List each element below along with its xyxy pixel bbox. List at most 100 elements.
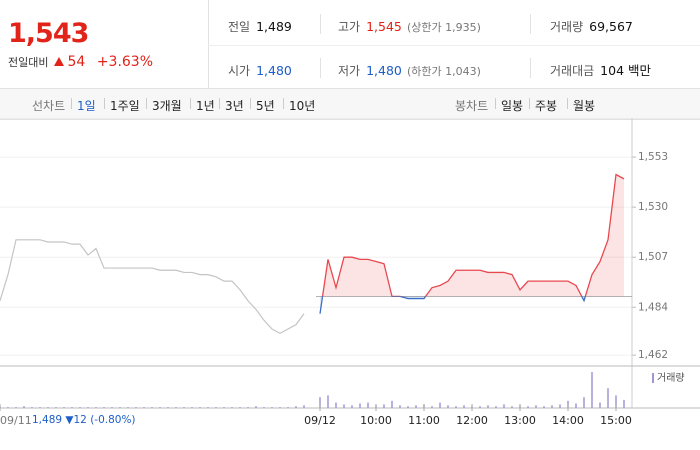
x-tick-label: 14:00: [552, 414, 584, 427]
volume-bar: [215, 407, 217, 408]
y-tick-label: 1,462: [638, 349, 668, 361]
volume-bar: [103, 407, 105, 408]
volume-bar: [479, 406, 481, 408]
volume-bar: [287, 407, 289, 408]
x-tick-label: 11:00: [408, 414, 440, 427]
volume-bar: [607, 388, 609, 408]
tab[interactable]: 주봉: [535, 99, 558, 113]
volume-bar: [15, 407, 17, 408]
stat-label: 전일: [228, 20, 251, 34]
volume-bar: [431, 406, 433, 408]
tab[interactable]: 1주일: [110, 99, 140, 113]
volume-bar: [591, 372, 593, 408]
volume-bar: [583, 397, 585, 408]
volume-bar: [175, 407, 177, 408]
divider: [530, 14, 531, 34]
prev-change-pct: (-0.80%): [90, 414, 136, 426]
volume-bar: [239, 407, 241, 408]
stat-label: 저가: [338, 64, 361, 78]
volume-bar: [383, 404, 385, 408]
volume-bar: [255, 406, 257, 408]
stat: 전일 1,489: [228, 16, 292, 35]
divider: [208, 0, 209, 88]
divider: [208, 45, 700, 46]
volume-bar: [455, 406, 457, 408]
tab[interactable]: 5년: [256, 99, 275, 113]
volume-bar: [199, 407, 201, 408]
stat-value: 104 백만: [600, 63, 652, 78]
volume-bar: [543, 406, 545, 408]
volume-bar: [223, 407, 225, 408]
volume-bar: [55, 407, 57, 408]
volume-bar: [495, 406, 497, 408]
x-tick-label: 13:00: [504, 414, 536, 427]
stat: 시가 1,480: [228, 60, 292, 79]
volume-bar: [415, 405, 417, 408]
stat: 고가 1,545 (상한가 1,935): [338, 16, 481, 35]
stat-value: 1,489: [256, 19, 292, 34]
change-pct: +3.63%: [96, 54, 154, 70]
stat-value: 1,480: [366, 63, 402, 78]
change-label: 전일대비: [8, 56, 49, 69]
volume-bar: [551, 405, 553, 408]
volume-bar: [527, 406, 529, 408]
volume-bar: [207, 407, 209, 408]
divider: [320, 58, 321, 78]
volume-bar: [351, 405, 353, 408]
tab[interactable]: 10년: [289, 99, 316, 113]
price-chart: 1,462 1,484 1,507 1,530 1,553 거래량 09/11 09/12 10…: [0, 118, 700, 427]
volume-bar: [71, 407, 73, 408]
volume-bar: [135, 407, 137, 408]
tab-separator: [104, 98, 105, 109]
tab[interactable]: 3개월: [152, 99, 182, 113]
volume-bar: [343, 404, 345, 408]
tab-separator: [71, 98, 72, 109]
tab[interactable]: 1년: [196, 99, 215, 113]
stat-label: 거래량: [550, 20, 584, 34]
stat: 거래량 69,567: [550, 16, 633, 35]
stat: 저가 1,480 (하한가 1,043): [338, 60, 481, 79]
y-tick-label: 1,484: [638, 301, 668, 313]
stat-value: 1,545: [366, 19, 402, 34]
legend-label: 거래량: [657, 372, 685, 384]
y-tick-label: 1,507: [638, 251, 668, 263]
tab[interactable]: 3년: [225, 99, 244, 113]
tab[interactable]: 1일: [77, 99, 96, 113]
stat-label: 거래대금: [550, 64, 595, 78]
divider: [320, 14, 321, 34]
legend-swatch: [652, 373, 654, 383]
volume-bar: [503, 404, 505, 408]
volume-bar: [183, 407, 185, 408]
tab-bar: 선차트 봉차트 1일 1주일 3개월 1년 3년 5년 10년 일봉 주봉 월봉: [0, 88, 700, 120]
volume-bar: [263, 407, 265, 408]
volume-bar: [143, 407, 145, 408]
volume-bar: [367, 402, 369, 408]
area: [320, 174, 624, 297]
volume-bar: [111, 407, 113, 408]
change-row: 전일대비 54 +3.63%: [8, 54, 153, 70]
volume-bar: [231, 407, 233, 408]
tab-separator: [529, 98, 530, 109]
tab-separator: [250, 98, 251, 109]
volume-bar: [191, 407, 193, 408]
prev-change: ▼12: [65, 414, 87, 426]
volume-bar: [463, 405, 465, 408]
line: [321, 173, 625, 297]
x-tick-label: 12:00: [456, 414, 488, 427]
volume-bar: [279, 407, 281, 408]
volume-bar: [151, 407, 153, 408]
current-price: 1,543: [8, 18, 89, 49]
volume-bar: [7, 407, 9, 408]
volume-bar: [399, 405, 401, 408]
tab[interactable]: 월봉: [573, 99, 596, 113]
volume-bar: [247, 407, 249, 408]
tab-separator: [219, 98, 220, 109]
volume-bar: [559, 404, 561, 408]
tab[interactable]: 일봉: [501, 99, 524, 113]
x-tick-label: 10:00: [360, 414, 392, 427]
volume-bar: [63, 407, 65, 408]
tab-group-label: 선차트: [32, 99, 66, 113]
stat: 거래대금 104 백만: [550, 60, 651, 79]
volume-bar: [327, 395, 329, 408]
tab-group-label: 봉차트: [455, 99, 489, 113]
